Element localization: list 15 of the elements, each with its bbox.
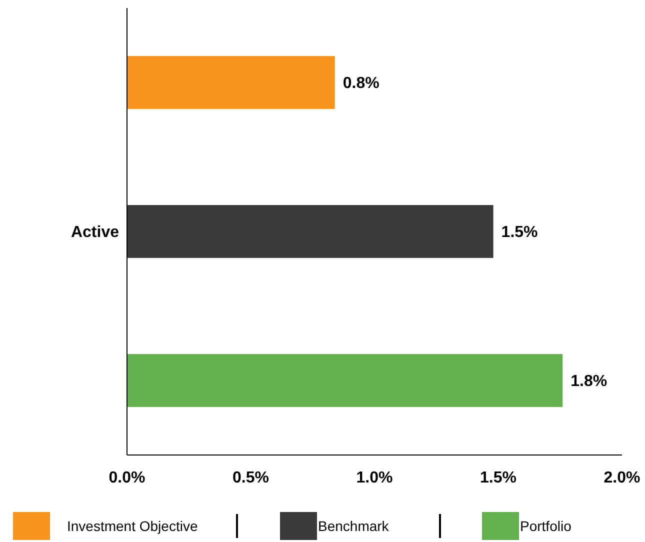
x-tick-label: 1.5%: [480, 470, 516, 487]
x-tick-label: 0.5%: [232, 470, 269, 487]
data-label: 1.5%: [501, 224, 538, 242]
x-tick-label: 2.0%: [604, 470, 640, 487]
bar: [127, 205, 494, 258]
data-label: 0.8%: [342, 75, 380, 92]
legend-label: Benchmark: [318, 518, 390, 534]
x-tick-label: 1.0%: [356, 470, 393, 487]
bar: [127, 354, 563, 407]
legend-label: Investment Objective: [67, 518, 198, 534]
y-tick-label: Active: [70, 224, 120, 242]
bar: [127, 56, 335, 109]
x-tick-label: 0.0%: [108, 470, 146, 487]
legend-label: Portfolio: [520, 518, 572, 534]
data-label: 1.8%: [570, 373, 608, 390]
